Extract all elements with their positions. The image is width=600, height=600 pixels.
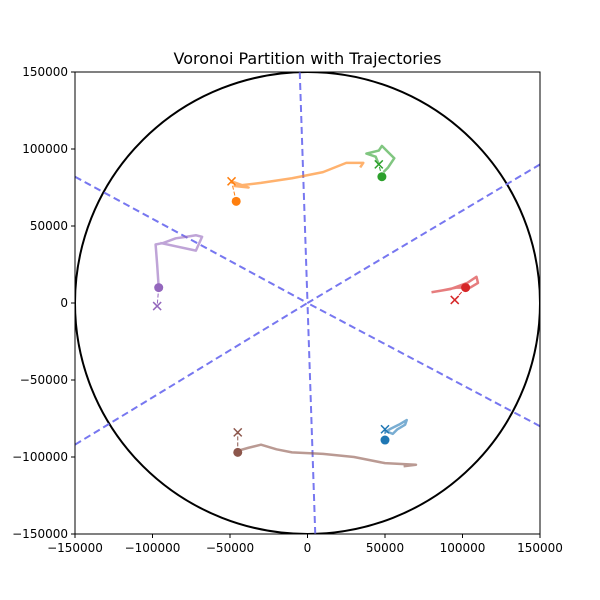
- y-tick-label: 150000: [22, 65, 68, 79]
- x-tick-label: −50000: [206, 541, 254, 555]
- voronoi-edge-3: [75, 175, 308, 304]
- voronoi-edge-1: [298, 72, 309, 304]
- trajectory-line-5: [154, 233, 204, 288]
- x-tick-label: 150000: [517, 541, 563, 555]
- y-tick-label: −50000: [20, 373, 68, 387]
- x-tick-label: −100000: [125, 541, 181, 555]
- voronoi-edge-5: [306, 163, 540, 304]
- y-tick-label: 50000: [30, 219, 68, 233]
- start-point-2: [231, 196, 241, 206]
- trajectory-line-6: [237, 443, 418, 468]
- voronoi-edge-4: [307, 302, 540, 428]
- start-point-1: [380, 435, 390, 445]
- start-point-5: [154, 283, 164, 293]
- voronoi-edge-2: [306, 302, 317, 534]
- trajectory-line-3: [365, 144, 396, 173]
- trajectory-line-4: [431, 275, 480, 294]
- y-tick-label: −100000: [12, 450, 68, 464]
- start-point-4: [461, 283, 471, 293]
- end-point-2: [227, 176, 237, 186]
- end-point-6: [233, 427, 243, 437]
- x-tick-label: −150000: [47, 541, 103, 555]
- y-tick-label: 0: [60, 296, 68, 310]
- x-tick-label: 100000: [440, 541, 486, 555]
- end-point-1: [380, 424, 390, 434]
- start-point-3: [377, 172, 387, 182]
- end-point-4: [450, 295, 460, 305]
- start-point-6: [233, 447, 243, 457]
- trajectory-line-2: [231, 161, 365, 189]
- plot-area: [75, 72, 540, 534]
- x-tick-label: 0: [304, 541, 312, 555]
- voronoi-edge-6: [75, 302, 309, 446]
- trajectory-line-1: [384, 418, 408, 436]
- chart-title: Voronoi Partition with Trajectories: [174, 49, 442, 68]
- axes: −150000−150000 −100000 −100000 −50000 −50000…: [12, 65, 563, 555]
- end-point-3: [374, 159, 384, 169]
- y-tick-label: −150000: [12, 527, 68, 541]
- y-tick-label: 100000: [22, 142, 68, 156]
- end-point-5: [152, 301, 162, 311]
- x-tick-label: 50000: [366, 541, 404, 555]
